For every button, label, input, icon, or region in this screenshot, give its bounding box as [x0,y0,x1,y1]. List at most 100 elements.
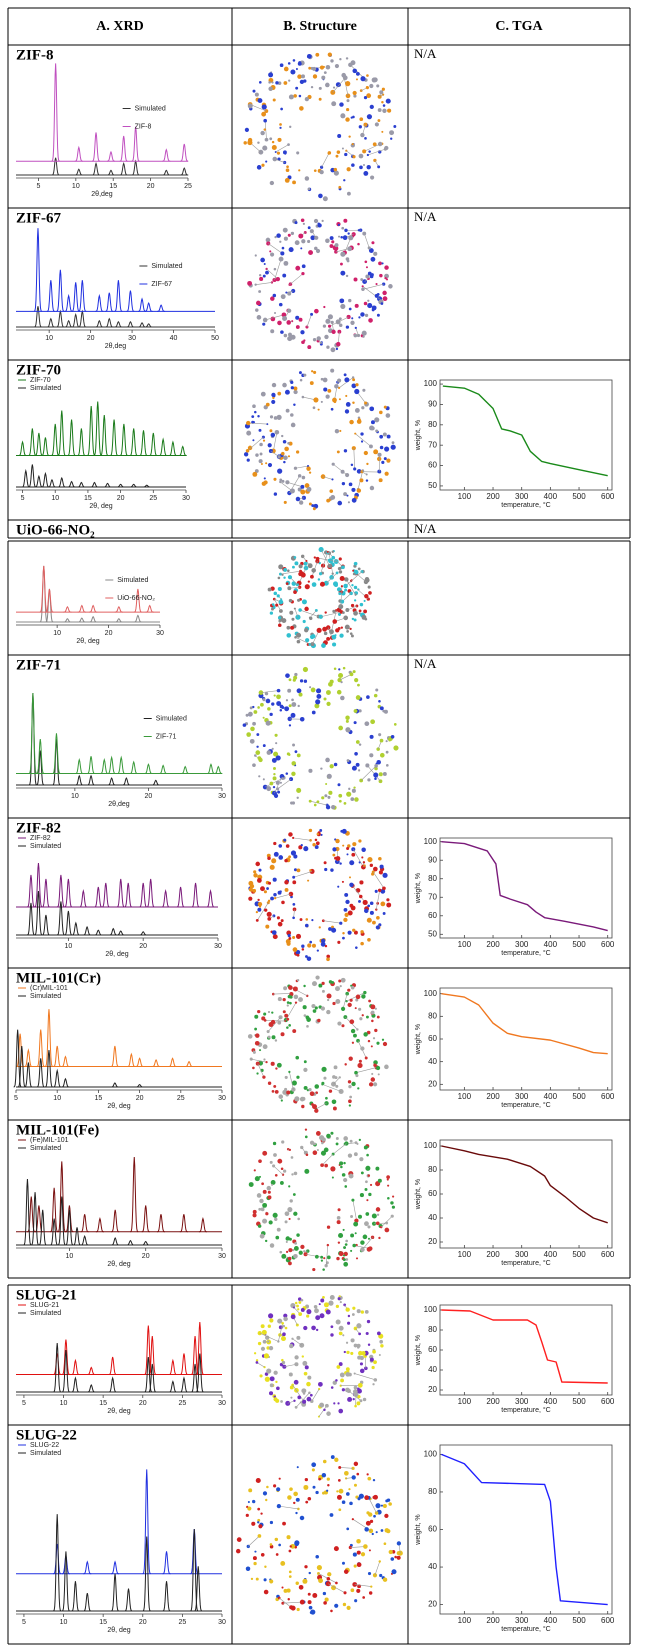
atom [367,918,372,923]
atom [362,331,367,336]
atom [346,108,349,111]
xrd-peak [87,776,95,785]
atom [374,1378,378,1382]
atom [301,1105,304,1108]
atom [258,902,262,906]
atom [385,274,388,277]
x-tick-label: 100 [458,1397,472,1406]
atom [271,1062,275,1066]
atom [303,1392,306,1395]
atom [257,756,261,760]
atom [279,127,281,129]
xrd-peak [58,1197,66,1245]
atom [332,1099,337,1104]
atom [341,978,346,983]
atom [299,1585,304,1590]
atom [392,441,395,444]
atom [340,1379,344,1383]
atom [297,868,301,872]
xrd-peak [179,447,187,456]
atom [326,637,330,641]
atom [351,853,355,857]
xrd-peak [95,296,103,312]
atom [329,980,332,983]
atom [306,466,310,470]
atom [372,77,377,82]
atom [268,72,273,77]
atom [384,710,388,714]
atom [258,98,263,103]
atom [376,1042,379,1045]
legend-label: (Cr)MIL-101 [30,985,68,992]
atom [344,229,347,232]
atom [278,577,281,580]
atom [323,387,327,391]
atom [255,453,258,456]
atom [271,858,276,863]
atom [299,693,303,697]
atom [306,1382,311,1387]
atom [315,975,319,979]
atom [372,308,375,311]
atom [367,1225,370,1228]
atom [305,1365,309,1369]
atom [378,262,382,266]
atom [332,1002,335,1005]
atom [380,1344,383,1347]
atom [324,71,327,74]
atom [332,642,336,646]
atom [275,1090,279,1094]
atom [258,290,261,293]
atom [334,1604,338,1608]
bond [376,890,379,909]
atom [342,611,345,614]
atom [277,1021,281,1025]
atom [353,611,358,616]
atom [297,1218,300,1221]
atom [350,672,354,676]
x-tick-label: 20 [142,1253,150,1260]
atom [344,373,347,376]
atom [359,1017,362,1020]
atom [292,880,296,884]
x-axis-label: temperature, °C [501,1625,551,1633]
bond [257,1362,265,1367]
y-tick-label: 80 [428,1325,437,1334]
atom [356,763,360,767]
x-tick-label: 200 [486,1616,500,1625]
xrd-peak [107,152,115,161]
atom [328,559,331,562]
xrd-peak [163,1551,171,1573]
atom [350,1140,353,1143]
x-tick-label: 15 [99,1619,107,1626]
atom [291,1173,293,1175]
atom [363,1544,368,1549]
atom [253,1210,257,1214]
x-tick-label: 500 [572,1616,586,1625]
xrd-peak [117,931,125,935]
atom [321,1260,323,1262]
atom [289,611,293,615]
atom [337,1365,341,1369]
tga-frame [440,1305,612,1395]
atom [270,1543,273,1546]
atom [356,888,361,893]
atom [263,1058,265,1060]
atom [320,767,322,769]
bond [278,779,291,789]
atom [278,891,282,895]
atom [293,59,296,62]
atom [258,869,261,872]
atom [273,767,276,770]
x-tick-label: 5 [21,495,25,502]
atom [385,1528,390,1533]
atom [379,772,383,776]
atom [289,599,293,603]
atom [380,706,384,710]
atom [348,788,350,790]
xrd-peak [185,1062,193,1067]
y-tick-label: 100 [424,1305,438,1314]
atom [291,1156,294,1159]
atom [253,873,257,877]
atom [260,1234,265,1239]
